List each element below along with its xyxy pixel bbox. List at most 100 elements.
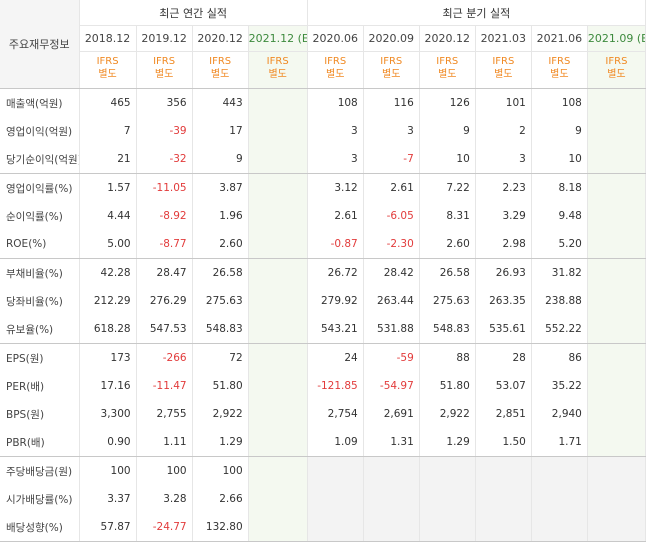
table-cell: 443	[192, 88, 249, 117]
table-cell	[587, 343, 647, 372]
row-label: ROE(%)	[0, 230, 80, 259]
table-cell	[248, 230, 308, 259]
table-cell: 21	[79, 145, 137, 174]
table-cell: 42.28	[79, 258, 137, 287]
table-cell: 263.44	[363, 287, 420, 315]
table-cell	[306, 513, 364, 542]
ifrs-type-label: 별도	[98, 69, 117, 80]
table-cell	[248, 173, 308, 202]
table-row: PBR(배) 0.90 1.11 1.29 1.09 1.31 1.29 1.50 1.71	[0, 428, 647, 457]
estimate-mark: (E)	[297, 32, 307, 45]
table-cell: 1.09	[306, 428, 364, 457]
table-row: 순이익률(%) 4.44 -8.92 1.96 2.61 -6.05 8.31 3.29 9.4…	[0, 202, 647, 230]
ifrs-label: IFRS	[380, 56, 403, 67]
period-header: 2020.06	[306, 25, 364, 52]
period-label: 2021.03	[480, 32, 527, 45]
period-header: 2021.12 (E)	[248, 25, 308, 52]
table-cell: 7.22	[419, 173, 476, 202]
period-label: 2019.12	[141, 32, 187, 45]
table-cell	[587, 202, 647, 230]
table-row: 유보율(%) 618.28 547.53 548.83 543.21 531.88 548.…	[0, 315, 647, 344]
table-cell: 8.31	[419, 202, 476, 230]
table-row: 당기순이익(억원) 21 -32 9 3 -7 10 3 10	[0, 145, 647, 174]
table-cell	[587, 173, 647, 202]
ifrs-label: IFRS	[324, 56, 347, 67]
table-cell: 1.96	[192, 202, 249, 230]
table-cell: 2,922	[192, 400, 249, 428]
table-cell: 101	[475, 88, 532, 117]
table-cell: 26.72	[306, 258, 364, 287]
table-cell: 1.31	[363, 428, 420, 457]
table-cell: 356	[136, 88, 193, 117]
table-cell: -59	[363, 343, 420, 372]
table-cell: 3	[306, 117, 364, 145]
table-cell: 4.44	[79, 202, 137, 230]
table-cell: 28.47	[136, 258, 193, 287]
ifrs-badge: IFRS 별도	[475, 51, 532, 89]
table-cell: 2,755	[136, 400, 193, 428]
table-cell: 465	[79, 88, 137, 117]
table-row: 시가배당률(%) 3.37 3.28 2.66	[0, 485, 647, 513]
table-cell: 3.29	[475, 202, 532, 230]
table-cell: 2,754	[306, 400, 364, 428]
row-label: 영업이익률(%)	[0, 173, 80, 202]
table-row: 당좌비율(%) 212.29 276.29 275.63 279.92 263.44 275…	[0, 287, 647, 315]
table-row: PER(배) 17.16 -11.47 51.80 -121.85 -54.97 51.80…	[0, 372, 647, 400]
ifrs-badge: IFRS 별도	[136, 51, 193, 89]
table-cell	[248, 428, 308, 457]
table-cell	[531, 485, 588, 513]
row-label: 당기순이익(억원)	[0, 145, 80, 174]
table-cell: -11.05	[136, 173, 193, 202]
ifrs-badge: IFRS 별도	[419, 51, 476, 89]
ifrs-badge: IFRS 별도	[363, 51, 420, 89]
table-cell: 100	[136, 456, 193, 485]
ifrs-label: IFRS	[266, 56, 289, 67]
row-label: 부채비율(%)	[0, 258, 80, 287]
period-label: 2021.06	[536, 32, 583, 45]
table-cell: 2.23	[475, 173, 532, 202]
table-cell: -8.77	[136, 230, 193, 259]
table-cell: 1.29	[419, 428, 476, 457]
table-cell: 2.98	[475, 230, 532, 259]
table-cell: 1.29	[192, 428, 249, 457]
table-cell	[475, 513, 532, 542]
ifrs-row: IFRS 별도 IFRS 별도 IFRS 별도 IFRS 별도 IFRS 별도 IFRS 별도 IFRS…	[0, 51, 647, 89]
table-cell	[587, 513, 647, 542]
period-header: 2018.12	[79, 25, 137, 52]
table-cell: 548.83	[419, 315, 476, 344]
table-cell: 2.60	[419, 230, 476, 259]
estimate-mark: (E)	[636, 32, 645, 45]
row-label: 주당배당금(원)	[0, 456, 80, 485]
table-cell: 31.82	[531, 258, 588, 287]
ifrs-label: IFRS	[548, 56, 571, 67]
table-cell: 3.28	[136, 485, 193, 513]
table-cell	[587, 230, 647, 259]
ifrs-label: IFRS	[209, 56, 232, 67]
table-cell: 1.57	[79, 173, 137, 202]
annual-group-header: 최근 연간 실적	[79, 0, 308, 26]
table-cell: 3,300	[79, 400, 137, 428]
table-row: 영업이익률(%) 1.57 -11.05 3.87 3.12 2.61 7.22 2.23 8.…	[0, 173, 647, 202]
ifrs-type-label: 별도	[154, 69, 174, 80]
table-cell	[248, 485, 308, 513]
table-cell	[587, 456, 647, 485]
table-cell	[419, 485, 476, 513]
table-cell: 86	[531, 343, 588, 372]
ifrs-label: IFRS	[153, 56, 176, 67]
table-row: ROE(%) 5.00 -8.77 2.60 -0.87 -2.30 2.60 2.98 5.2…	[0, 230, 647, 259]
table-cell	[419, 456, 476, 485]
ifrs-type-label: 별도	[382, 69, 401, 80]
ifrs-badge: IFRS 별도	[531, 51, 588, 89]
ifrs-type-label: 별도	[550, 69, 569, 80]
period-header: 2021.06	[531, 25, 588, 52]
table-cell	[248, 88, 308, 117]
period-label: 2020.12	[424, 32, 471, 45]
ifrs-type-label: 별도	[326, 69, 345, 80]
table-cell: -54.97	[363, 372, 420, 400]
table-cell	[531, 456, 588, 485]
table-cell: 543.21	[306, 315, 364, 344]
period-label: 2018.12	[84, 32, 131, 45]
period-label: 2021.09	[587, 32, 634, 45]
table-cell: 53.07	[475, 372, 532, 400]
table-cell: 8.18	[531, 173, 588, 202]
